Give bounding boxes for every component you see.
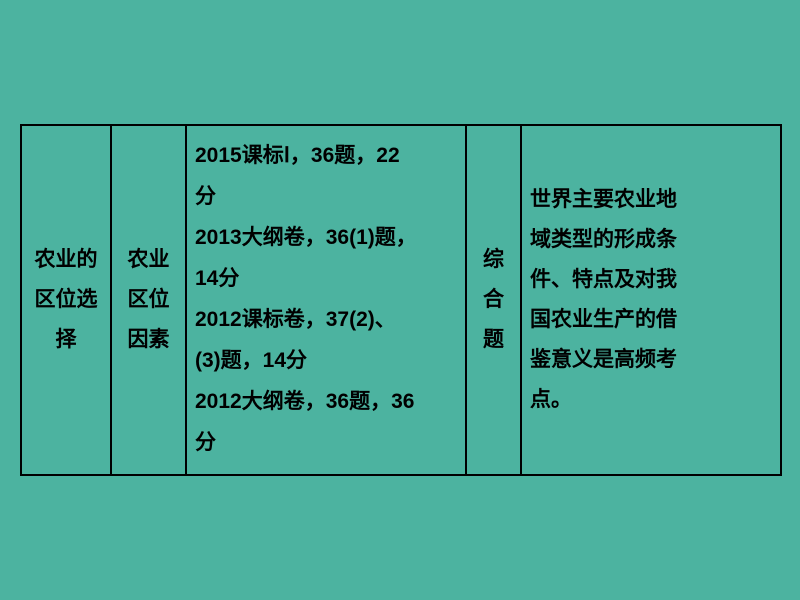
desc-line6: 点。 — [530, 380, 774, 420]
exam-item4-line2: 分 — [195, 423, 459, 464]
desc-line1: 世界主要农业地 — [530, 180, 774, 220]
cell-topic-line2: 区位选 — [28, 280, 104, 320]
cell-subtopic-line3: 因素 — [118, 320, 179, 360]
cell-type: 综 合 题 — [466, 125, 521, 475]
exam-item2-line2: 14分 — [195, 259, 459, 300]
desc-line3: 件、特点及对我 — [530, 260, 774, 300]
exam-item1-line1: 2015课标Ⅰ，36题，22 — [195, 136, 459, 177]
cell-subtopic: 农业 区位 因素 — [111, 125, 186, 475]
exam-item3-line2: (3)题，14分 — [195, 341, 459, 382]
cell-type-line3: 题 — [473, 320, 514, 360]
cell-topic-line3: 择 — [28, 320, 104, 360]
exam-item1-line2: 分 — [195, 177, 459, 218]
cell-type-line2: 合 — [473, 280, 514, 320]
cell-description: 世界主要农业地 域类型的形成条 件、特点及对我 国农业生产的借 鉴意义是高频考 … — [521, 125, 781, 475]
cell-subtopic-line1: 农业 — [118, 240, 179, 280]
cell-topic-line1: 农业的 — [28, 240, 104, 280]
exam-item4-line1: 2012大纲卷，36题，36 — [195, 382, 459, 423]
desc-line4: 国农业生产的借 — [530, 300, 774, 340]
cell-type-line1: 综 — [473, 240, 514, 280]
cell-topic: 农业的 区位选 择 — [21, 125, 111, 475]
exam-item3-line1: 2012课标卷，37(2)、 — [195, 300, 459, 341]
table-container: 农业的 区位选 择 农业 区位 因素 2015课标Ⅰ，36题，22 分 2013… — [20, 124, 780, 476]
table-row: 农业的 区位选 择 农业 区位 因素 2015课标Ⅰ，36题，22 分 2013… — [21, 125, 781, 475]
exam-item2-line1: 2013大纲卷，36(1)题， — [195, 218, 459, 259]
content-table: 农业的 区位选 择 农业 区位 因素 2015课标Ⅰ，36题，22 分 2013… — [20, 124, 782, 476]
cell-exams: 2015课标Ⅰ，36题，22 分 2013大纲卷，36(1)题， 14分 201… — [186, 125, 466, 475]
desc-line5: 鉴意义是高频考 — [530, 340, 774, 380]
desc-line2: 域类型的形成条 — [530, 220, 774, 260]
cell-subtopic-line2: 区位 — [118, 280, 179, 320]
